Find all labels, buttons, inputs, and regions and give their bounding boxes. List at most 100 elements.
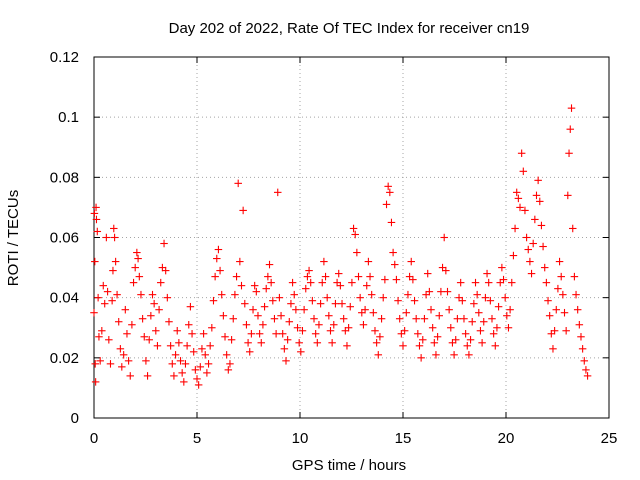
scatter-point bbox=[475, 308, 483, 317]
scatter-point bbox=[539, 242, 547, 251]
scatter-point bbox=[555, 257, 564, 266]
y-tick-label: 0.02 bbox=[50, 350, 79, 367]
scatter-point bbox=[362, 281, 371, 290]
scatter-point bbox=[580, 357, 589, 365]
scatter-point bbox=[377, 314, 386, 323]
scatter-point bbox=[550, 327, 559, 335]
scatter-point bbox=[559, 290, 567, 299]
scatter-point bbox=[183, 342, 191, 350]
scatter-point bbox=[108, 296, 116, 305]
scatter-point bbox=[292, 305, 300, 314]
scatter-point bbox=[522, 233, 531, 242]
scatter-point bbox=[171, 351, 180, 359]
scatter-point bbox=[577, 333, 585, 341]
scatter-point bbox=[274, 188, 282, 197]
scatter-point bbox=[376, 333, 384, 341]
scatter-point bbox=[110, 224, 118, 233]
scatter-point bbox=[118, 363, 126, 371]
scatter-point bbox=[219, 311, 228, 320]
scatter-point bbox=[211, 272, 219, 281]
scatter-point bbox=[199, 330, 208, 338]
scatter-point bbox=[272, 330, 280, 338]
scatter-point bbox=[344, 323, 353, 332]
scatter-point bbox=[420, 314, 429, 323]
scatter-point bbox=[545, 311, 554, 320]
scatter-point bbox=[336, 281, 345, 290]
scatter-point bbox=[489, 330, 498, 338]
scatter-point bbox=[142, 357, 150, 365]
scatter-point bbox=[221, 333, 229, 341]
scatter-point bbox=[473, 290, 481, 299]
scatter-point bbox=[443, 287, 452, 296]
scatter-point bbox=[232, 272, 241, 281]
scatter-point bbox=[456, 278, 465, 287]
scatter-point bbox=[516, 203, 524, 212]
scatter-point bbox=[391, 260, 399, 269]
scatter-point bbox=[382, 200, 391, 209]
scatter-point bbox=[435, 311, 444, 320]
scatter-point bbox=[310, 314, 318, 323]
scatter-point bbox=[450, 351, 458, 359]
scatter-point bbox=[521, 206, 529, 215]
scatter-point bbox=[570, 272, 579, 281]
scatter-point bbox=[158, 263, 167, 272]
y-tick-label: 0 bbox=[71, 410, 79, 427]
scatter-point bbox=[359, 320, 368, 329]
scatter-point bbox=[124, 357, 133, 365]
scatter-point bbox=[252, 287, 261, 296]
scatter-point bbox=[499, 275, 508, 284]
scatter-point bbox=[366, 272, 374, 281]
scatter-point bbox=[283, 336, 292, 344]
scatter-point bbox=[480, 317, 488, 326]
x-tick-label: 25 bbox=[601, 430, 618, 447]
scatter-point bbox=[578, 345, 587, 353]
scatter-point bbox=[367, 290, 376, 299]
scatter-point bbox=[428, 323, 437, 332]
scatter-point bbox=[305, 266, 313, 275]
scatter-point bbox=[397, 330, 406, 338]
scatter-point bbox=[381, 275, 389, 284]
scatter-point bbox=[425, 287, 434, 296]
scatter-point bbox=[189, 348, 198, 356]
scatter-point bbox=[254, 311, 262, 320]
scatter-point bbox=[542, 278, 551, 287]
scatter-point bbox=[371, 327, 379, 335]
scatter-point bbox=[300, 305, 308, 314]
y-tick-label: 0.1 bbox=[58, 109, 79, 126]
scatter-point bbox=[325, 311, 333, 320]
scatter-point bbox=[527, 269, 536, 278]
scatter-point bbox=[100, 299, 109, 308]
scatter-point bbox=[313, 339, 322, 347]
scatter-point bbox=[231, 290, 239, 299]
y-tick-label: 0.06 bbox=[50, 230, 79, 247]
scatter-point bbox=[114, 317, 123, 326]
scatter-point bbox=[481, 293, 490, 302]
scatter-point bbox=[323, 293, 331, 302]
scatter-point bbox=[338, 299, 346, 308]
x-tick-label: 20 bbox=[498, 430, 515, 447]
scatter-point bbox=[105, 336, 113, 344]
scatter-point bbox=[399, 342, 407, 350]
scatter-point bbox=[349, 224, 358, 233]
scatter-point bbox=[234, 179, 242, 188]
scatter-point bbox=[92, 215, 101, 224]
scatter-point bbox=[384, 182, 392, 191]
scatter-point bbox=[476, 327, 485, 335]
scatter-point bbox=[298, 327, 307, 335]
scatter-point bbox=[486, 296, 495, 305]
scatter-point bbox=[217, 290, 226, 299]
scatter-point bbox=[226, 360, 234, 368]
scatter-point bbox=[188, 330, 196, 338]
x-tick-label: 10 bbox=[292, 430, 309, 447]
scatter-point bbox=[90, 308, 98, 317]
scatter-point bbox=[447, 323, 455, 332]
scatter-point bbox=[348, 278, 356, 287]
scatter-point bbox=[318, 278, 326, 287]
scatter-point bbox=[514, 194, 523, 203]
scatter-point bbox=[448, 339, 457, 347]
scatter-point bbox=[145, 336, 153, 344]
scatter-point bbox=[531, 215, 539, 224]
scatter-point bbox=[330, 320, 338, 329]
